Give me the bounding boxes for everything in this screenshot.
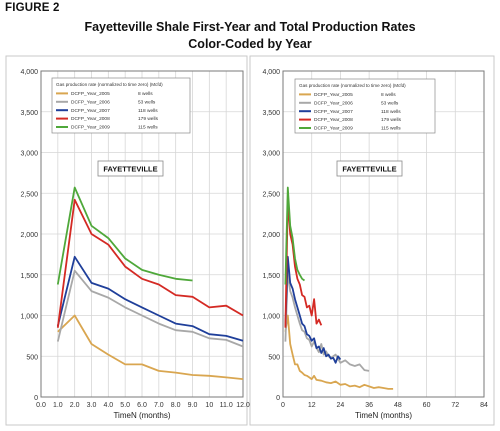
x-tick-label: 8.0 [171, 402, 181, 409]
legend-title: Gas production rate (normalized to time … [56, 82, 163, 87]
x-tick-label: 36 [365, 402, 373, 409]
figure-title: Fayetteville Shale First-Year and Total … [84, 20, 416, 34]
annotation-box [336, 160, 403, 177]
legend-well-count: 53 wells [138, 99, 156, 105]
legend-well-count: 8 wells [138, 91, 153, 97]
legend-series-name: DCFP_Year_2008 [71, 116, 110, 122]
y-tick-label: 0 [34, 395, 38, 402]
x-tick-label: 24 [337, 402, 345, 409]
legend-series-name: DCFP_Year_2006 [71, 99, 110, 105]
plot-border [40, 70, 244, 398]
legend-well-count: 8 wells [381, 92, 396, 98]
y-tick-label: 4,000 [262, 69, 280, 76]
y-tick-label: 1,500 [262, 273, 280, 280]
legend-title: Gas production rate (normalized to time … [299, 83, 406, 88]
y-tick-label: 1,000 [262, 314, 280, 321]
x-tick-label: 72 [451, 402, 459, 409]
legend-series-name: DCFP_Year_2008 [314, 117, 353, 123]
y-tick-label: 3,000 [262, 151, 280, 158]
series-line-dcfp-year-2007 [56, 255, 244, 342]
y-tick-label: 3,000 [20, 151, 38, 158]
x-tick-label: 84 [480, 402, 488, 409]
x-tick-label: 2.0 [70, 402, 80, 409]
y-tick-label: 1,500 [20, 273, 38, 280]
x-tick-label: 9.0 [188, 402, 198, 409]
series-line-dcfp-year-2006 [56, 269, 244, 348]
legend-well-count: 53 wells [381, 100, 399, 106]
y-tick-label: 0 [276, 395, 280, 402]
series-line-dcfp-year-2006 [284, 269, 370, 372]
y-tick-label: 3,500 [262, 110, 280, 117]
legend-well-count: 179 wells [381, 117, 402, 123]
annotation-label: FAYETTEVILLE [342, 165, 396, 174]
x-tick-label: 0 [281, 402, 285, 409]
series-line-dcfp-year-2005 [57, 314, 244, 380]
legend-series-name: DCFP_Year_2009 [71, 125, 110, 131]
legend-well-count: 118 wells [381, 109, 401, 115]
annotation-box [97, 160, 164, 177]
legend-series-name: DCFP_Year_2007 [71, 108, 110, 114]
x-tick-label: 60 [423, 402, 431, 409]
legend-box [294, 78, 436, 134]
y-tick-label: 2,500 [262, 191, 280, 198]
chart-panel-1: 0 500 1,000 1,500 2,000 2,500 3,000 3,500 4,000 0… [5, 55, 250, 426]
x-tick-label: 0.0 [36, 402, 46, 409]
series-line-dcfp-year-2005 [284, 314, 394, 390]
legend-series-name: DCFP_Year_2006 [314, 100, 353, 106]
plot-border [282, 70, 485, 398]
chart-panel-2: 0 500 1,000 1,500 2,000 2,500 3,000 3,500 4,000 0… [249, 55, 495, 426]
y-tick-label: 4,000 [20, 69, 38, 76]
y-tick-label: 1,000 [20, 314, 38, 321]
legend-series-name: DCFP_Year_2007 [314, 109, 353, 115]
figure-label: FIGURE 2 [5, 2, 60, 14]
legend-well-count: 115 wells [138, 125, 158, 131]
x-tick-label: 1.0 [53, 402, 63, 409]
figure-subtitle: Color-Coded by Year [188, 37, 312, 51]
legend-series-name: DCFP_Year_2009 [314, 126, 353, 132]
y-tick-label: 2,500 [20, 191, 38, 198]
y-tick-label: 500 [26, 354, 38, 361]
x-tick-label: 7.0 [154, 402, 164, 409]
x-tick-label: 12 [308, 402, 316, 409]
x-tick-label: 10 [205, 402, 213, 409]
x-tick-label: 6.0 [137, 402, 147, 409]
series-line-dcfp-year-2009 [56, 186, 193, 285]
x-tick-label: 11.0 [220, 402, 233, 409]
series-line-dcfp-year-2009 [284, 186, 306, 285]
x-tick-label: 5.0 [120, 402, 130, 409]
y-tick-label: 2,000 [262, 232, 280, 239]
x-tick-label: 48 [394, 402, 402, 409]
x-tick-label: 12.0 [236, 402, 250, 409]
legend-box [51, 77, 191, 134]
x-axis-label: TimeN (months) [355, 411, 412, 420]
y-tick-label: 3,500 [20, 110, 38, 117]
legend: Gas production rate (normalized to time … [294, 78, 436, 134]
legend-well-count: 118 wells [138, 108, 158, 114]
y-tick-label: 500 [268, 354, 280, 361]
series-line-dcfp-year-2008 [56, 198, 244, 328]
legend-series-name: DCFP_Year_2005 [71, 91, 110, 97]
legend-series-name: DCFP_Year_2005 [314, 92, 353, 98]
series-line-dcfp-year-2007 [284, 255, 342, 364]
x-tick-label: 4.0 [103, 402, 113, 409]
legend-well-count: 115 wells [381, 126, 401, 132]
x-tick-label: 3.0 [87, 402, 97, 409]
x-axis-label: TimeN (months) [113, 411, 170, 420]
annotation-label: FAYETTEVILLE [103, 165, 157, 174]
series-line-dcfp-year-2008 [284, 198, 323, 328]
legend: Gas production rate (normalized to time … [51, 77, 191, 134]
legend-well-count: 179 wells [138, 116, 159, 122]
y-tick-label: 2,000 [20, 232, 38, 239]
